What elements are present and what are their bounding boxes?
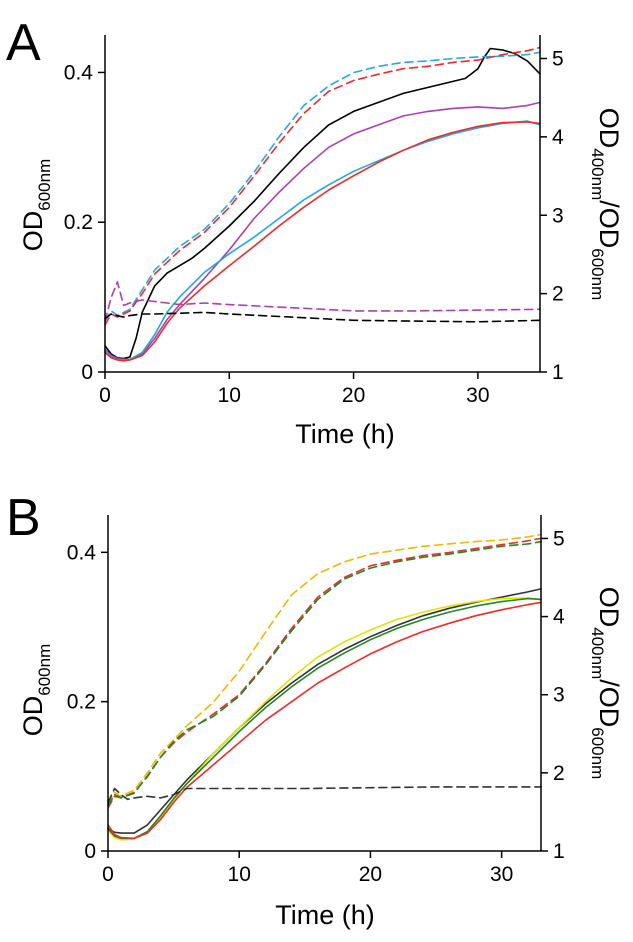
panel-a-plot: [104, 46, 541, 362]
panel-b-x-tick-label: 20: [359, 863, 382, 886]
panel-a-x-tick-label: 30: [466, 384, 489, 407]
svg-text:OD600nm: OD600nm: [18, 159, 54, 251]
panel-b-series-0-line: [107, 588, 542, 834]
panel-b-x-tick-label: 0: [102, 863, 114, 886]
panel-b-y-tick-label: 0.4: [67, 541, 97, 564]
panel-b-ticks: 0 10 20 30 0 0.2 0.4 1 2 3 4 5: [67, 527, 565, 886]
panel-b-y-axis-title: OD600nm: [18, 644, 54, 736]
panel-a-y-title-main: OD: [18, 211, 48, 252]
panel-b-series-3-line: [107, 601, 542, 840]
panel-a-series-7-line: [104, 311, 541, 323]
panel-a-series-3-line: [104, 121, 541, 362]
panel-a-series-6-line: [104, 281, 541, 322]
svg-text:OD600nm: OD600nm: [18, 644, 54, 736]
panel-a-y2-tick-label: 5: [552, 48, 564, 71]
panel-a-y2-title-sub1: 400nm: [588, 148, 607, 200]
panel-a-y-title-sub: 600nm: [35, 159, 54, 211]
panel-a-y-tick-label: 0.4: [64, 61, 94, 84]
panel-a-y-tick-label: 0: [81, 361, 93, 384]
panel-b-y2-title-sub1: 400nm: [588, 627, 607, 679]
panel-a-ticks: 0 10 20 30 0 0.2 0.4 1 2 3 4 5: [64, 48, 564, 407]
panel-a-y2-title-main1: OD: [594, 108, 624, 149]
panel-b-x-tick-label: 10: [228, 863, 251, 886]
panel-b-series-6-line: [107, 540, 542, 807]
panel-b-series-5-line: [107, 537, 542, 809]
panel-b-y-tick-label: 0.2: [67, 691, 96, 714]
panel-b-y2-tick-label: 4: [553, 606, 565, 629]
panel-b-label: B: [6, 489, 41, 547]
panel-a-label: A: [6, 14, 41, 72]
panel-b-y2-title-sub2: 600nm: [588, 727, 607, 779]
panel-a-x-tick-label: 20: [342, 384, 365, 407]
panel-b-y2-tick-label: 1: [553, 840, 565, 863]
panel-b-x-axis-title: Time (h): [275, 900, 375, 930]
panel-b-series-7-line: [107, 786, 542, 804]
panel-a-y-axis-title: OD600nm: [18, 159, 54, 251]
panel-a-y2-tick-label: 1: [552, 361, 564, 384]
panel-a-y-tick-label: 0.2: [64, 211, 93, 234]
panel-b-y2-tick-label: 2: [553, 762, 565, 785]
panel-b-y-title-main: OD: [18, 696, 48, 737]
panel-b-y2-title-slash: /OD: [594, 679, 624, 727]
panel-b-y2-axis-title: OD400nm/OD600nm: [588, 587, 624, 779]
panel-a-y2-title-slash: /OD: [594, 200, 624, 248]
panel-b-x-tick-label: 30: [490, 863, 513, 886]
panel-a-y2-axis-title: OD400nm/OD600nm: [588, 108, 624, 300]
panel-a-y2-title-sub2: 600nm: [588, 248, 607, 300]
panel-a-series-2-line: [104, 120, 541, 361]
panel-a-y2-tick-label: 3: [552, 204, 564, 227]
panel-a-x-axis-title: Time (h): [295, 419, 395, 449]
panel-b-series-4-line: [107, 533, 542, 805]
panel-a-x-tick-label: 10: [218, 384, 241, 407]
panel-b-plot: [107, 533, 542, 841]
svg-text:OD400nm/OD600nm: OD400nm/OD600nm: [588, 108, 624, 300]
panel-b-y-title-sub: 600nm: [35, 644, 54, 696]
panel-a-series-5-line: [104, 46, 541, 326]
panel-a-y2-tick-label: 4: [552, 126, 564, 149]
panel-a-y2-tick-label: 2: [552, 283, 564, 306]
panel-a-series-4-line: [104, 51, 541, 322]
panel-a-x-tick-label: 0: [99, 384, 111, 407]
panel-b-y2-title-main1: OD: [594, 587, 624, 628]
panel-b-y2-tick-label: 3: [553, 684, 565, 707]
panel-b-y-tick-label: 0: [84, 840, 96, 863]
svg-text:OD400nm/OD600nm: OD400nm/OD600nm: [588, 587, 624, 779]
panel-b-y2-tick-label: 5: [553, 527, 565, 550]
panel-a-series-0-line: [104, 47, 541, 360]
